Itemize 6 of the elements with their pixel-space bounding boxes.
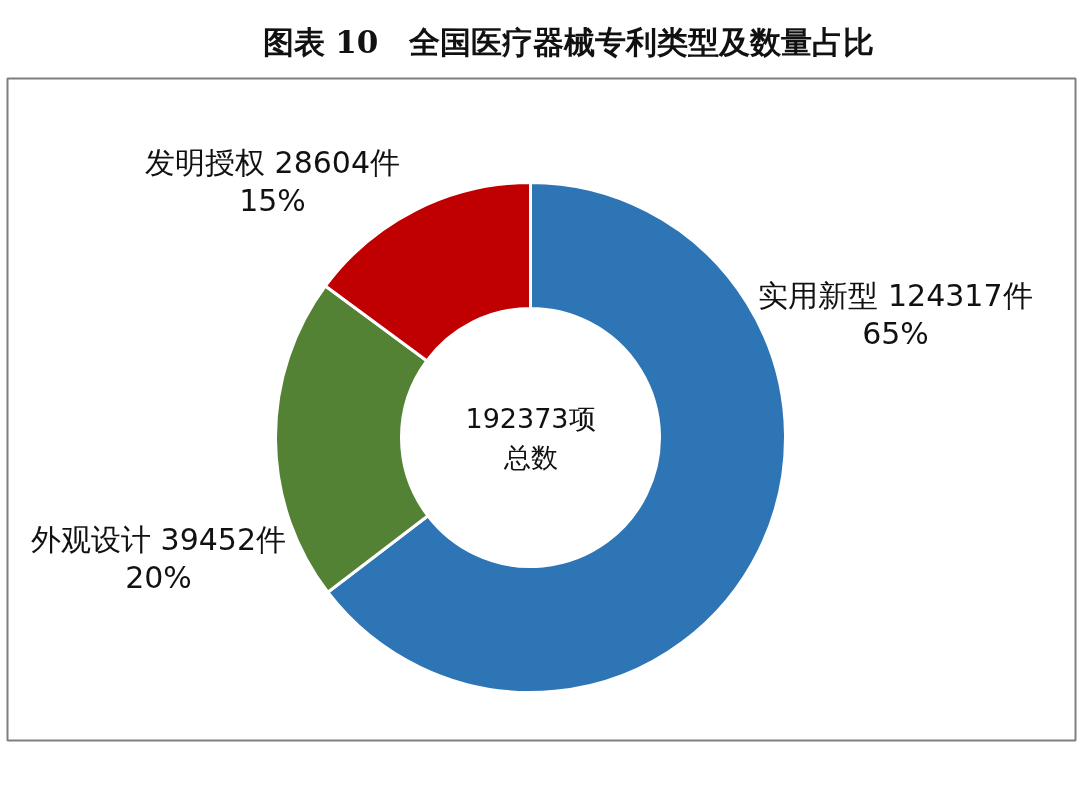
slice-label: 外观设计 39452件 20% — [31, 522, 286, 595]
text: 总数 — [502, 442, 558, 473]
text: 192373项 — [465, 403, 596, 434]
chart-title: 图表 10 全国医疗器械专利类型及数量占比 — [262, 23, 875, 60]
slice-label: 实用新型 124317件 65% — [758, 278, 1033, 351]
slice-label: 发明授权 28604件 15% — [145, 145, 400, 218]
